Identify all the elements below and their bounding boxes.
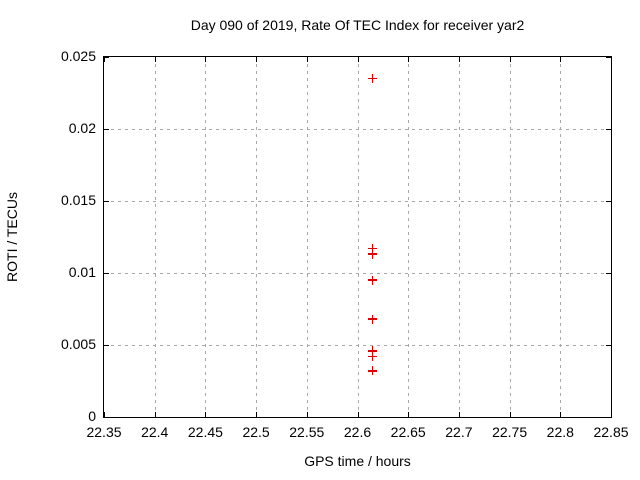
data-point-marker: [368, 249, 378, 259]
x-gridline: [306, 57, 308, 417]
y-tick-label: 0.005: [60, 336, 96, 352]
x-tick-mark: [611, 412, 612, 417]
x-tick-label: 22.35: [86, 424, 122, 440]
y-tick-label: 0.025: [60, 48, 96, 64]
marker-vertical-stroke: [371, 346, 374, 356]
x-tick-label: 22.7: [445, 424, 473, 440]
x-gridline: [458, 57, 460, 417]
x-tick-mark: [509, 57, 511, 62]
x-tick-mark: [306, 412, 308, 417]
x-tick-label: 22.85: [593, 424, 629, 440]
x-gridline: [357, 57, 359, 417]
data-point-marker: [368, 244, 378, 254]
x-tick-mark: [154, 412, 156, 417]
x-tick-mark: [357, 57, 359, 62]
marker-vertical-stroke: [371, 352, 374, 362]
y-tick-mark: [104, 201, 109, 202]
x-tick-label: 22.65: [390, 424, 426, 440]
x-tick-mark: [256, 412, 258, 417]
marker-vertical-stroke: [371, 74, 374, 84]
x-tick-mark: [560, 412, 562, 417]
x-tick-mark: [458, 57, 460, 62]
x-tick-label: 22.8: [546, 424, 574, 440]
x-gridline: [560, 57, 562, 417]
y-tick-mark: [606, 345, 611, 346]
marker-vertical-stroke: [371, 249, 374, 259]
marker-vertical-stroke: [371, 366, 374, 376]
x-axis-label: GPS time / hours: [304, 453, 411, 469]
x-tick-mark: [306, 57, 308, 62]
x-tick-mark: [154, 57, 156, 62]
x-gridline: [205, 57, 207, 417]
y-tick-mark: [104, 57, 109, 58]
x-tick-label: 22.4: [141, 424, 169, 440]
x-tick-mark: [458, 412, 460, 417]
x-tick-mark: [104, 412, 105, 417]
y-tick-mark: [606, 417, 611, 418]
data-point-marker: [368, 366, 378, 376]
x-tick-label: 22.55: [289, 424, 325, 440]
plot-area: [103, 56, 612, 418]
x-tick-mark: [357, 412, 359, 417]
x-gridline: [408, 57, 410, 417]
data-point-marker: [368, 352, 378, 362]
data-point-marker: [368, 275, 378, 285]
x-tick-label: 22.45: [187, 424, 223, 440]
y-tick-mark: [104, 129, 109, 130]
x-tick-label: 22.75: [492, 424, 528, 440]
y-tick-mark: [606, 201, 611, 202]
y-tick-mark: [606, 273, 611, 274]
y-gridline: [104, 201, 611, 202]
x-tick-mark: [408, 57, 410, 62]
x-tick-label: 22.5: [242, 424, 270, 440]
x-tick-mark: [256, 57, 258, 62]
y-tick-mark: [104, 345, 109, 346]
y-tick-label: 0.01: [68, 264, 96, 280]
x-tick-mark: [509, 412, 511, 417]
x-tick-mark: [205, 412, 207, 417]
x-tick-mark: [611, 57, 612, 62]
data-point-marker: [368, 74, 378, 84]
x-gridline: [509, 57, 511, 417]
y-tick-label: 0.02: [68, 120, 96, 136]
y-tick-mark: [606, 57, 611, 58]
x-gridline: [256, 57, 258, 417]
y-axis-label: ROTI / TECUs: [4, 192, 20, 282]
y-tick-label: 0: [88, 408, 96, 424]
y-tick-label: 0.015: [60, 192, 96, 208]
y-gridline: [104, 345, 611, 346]
y-gridline: [104, 129, 611, 130]
x-tick-label: 22.6: [343, 424, 372, 440]
x-gridline: [154, 57, 156, 417]
x-tick-mark: [205, 57, 207, 62]
data-point-marker: [368, 346, 378, 356]
x-tick-mark: [104, 57, 105, 62]
marker-vertical-stroke: [371, 275, 374, 285]
marker-vertical-stroke: [371, 244, 374, 254]
x-tick-mark: [560, 57, 562, 62]
marker-vertical-stroke: [371, 314, 374, 324]
x-tick-mark: [408, 412, 410, 417]
chart-title: Day 090 of 2019, Rate Of TEC Index for r…: [190, 17, 525, 33]
y-tick-mark: [104, 273, 109, 274]
y-gridline: [104, 273, 611, 274]
data-point-marker: [368, 314, 378, 324]
y-tick-mark: [104, 417, 109, 418]
y-tick-mark: [606, 129, 611, 130]
